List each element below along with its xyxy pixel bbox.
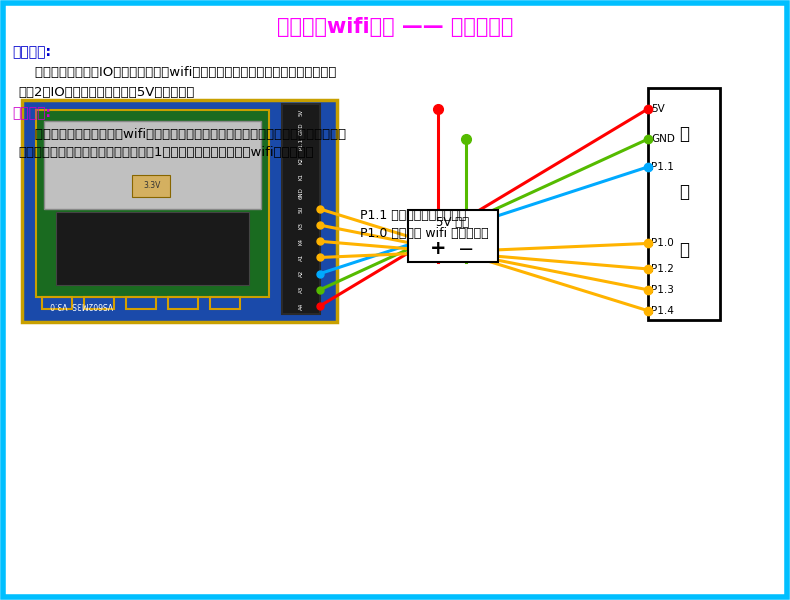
- Text: P1.0: P1.0: [651, 238, 674, 248]
- Text: 控制功能。相当于手机远程给了单片机1个信号，给单片机加上了wifi控制功能。: 控制功能。相当于手机远程给了单片机1个信号，给单片机加上了wifi控制功能。: [18, 146, 314, 160]
- Bar: [84, 297, 114, 309]
- Text: A3: A3: [299, 286, 303, 293]
- Bar: [22, 100, 337, 322]
- Text: 接线原理:: 接线原理:: [12, 45, 51, 59]
- Text: 5U: 5U: [299, 205, 303, 213]
- Text: GND: GND: [299, 122, 303, 134]
- Text: 单片机与wifi模块 —— 实物连接图: 单片机与wifi模块 —— 实物连接图: [276, 17, 514, 37]
- Bar: [132, 175, 170, 197]
- Text: A2: A2: [299, 270, 303, 277]
- Text: 机: 机: [679, 241, 689, 259]
- Bar: [36, 110, 269, 297]
- Text: 单: 单: [679, 125, 689, 143]
- Text: K3: K3: [299, 221, 303, 229]
- Bar: [126, 297, 156, 309]
- Text: 片: 片: [679, 184, 689, 202]
- Text: 组合作用:: 组合作用:: [12, 106, 51, 120]
- Bar: [42, 297, 72, 309]
- Text: A4: A4: [299, 302, 303, 310]
- Bar: [282, 104, 320, 314]
- Text: P1.2: P1.2: [651, 264, 674, 274]
- Text: 5V: 5V: [299, 109, 303, 116]
- Text: +: +: [430, 239, 446, 259]
- Text: 3.3V: 3.3V: [143, 181, 160, 191]
- Text: A1: A1: [299, 254, 303, 261]
- Text: 5V 电源: 5V 电源: [436, 217, 469, 229]
- Text: 任愇2个IO口链接，然后都接上5V电源即可。: 任愇2个IO口链接，然后都接上5V电源即可。: [18, 85, 194, 98]
- Text: P1.3: P1.3: [651, 285, 674, 295]
- Text: P1.1: P1.1: [651, 162, 674, 172]
- Bar: [44, 121, 261, 209]
- Text: K1: K1: [299, 173, 303, 180]
- Bar: [168, 297, 198, 309]
- Text: 此组合单片机可通过获取wifi模块的输出口高低电平情况，从而给单片机设备实现远程: 此组合单片机可通过获取wifi模块的输出口高低电平情况，从而给单片机设备实现远程: [18, 127, 346, 140]
- Text: P1.0 口为获取 wifi 的高低电平: P1.0 口为获取 wifi 的高低电平: [360, 227, 489, 240]
- Text: P1.1: P1.1: [299, 139, 303, 151]
- Text: K4: K4: [299, 238, 303, 245]
- Text: −: −: [458, 239, 474, 259]
- Text: 5V: 5V: [651, 104, 664, 114]
- Text: VS602M3S  V3.0: VS602M3S V3.0: [51, 299, 114, 308]
- Bar: [648, 88, 720, 320]
- Bar: [210, 297, 240, 309]
- Bar: [408, 210, 498, 262]
- Text: 此组合采用单片机IO口连接方式，即wifi模块的输出口和配对键口分别与单片机的: 此组合采用单片机IO口连接方式，即wifi模块的输出口和配对键口分别与单片机的: [18, 65, 337, 79]
- Text: P1.1 口为控制进入配对状态: P1.1 口为控制进入配对状态: [360, 209, 466, 222]
- Text: K2: K2: [299, 157, 303, 164]
- Bar: [56, 212, 249, 285]
- Text: 6ND: 6ND: [299, 187, 303, 199]
- Text: GND: GND: [651, 134, 675, 144]
- Text: P1.4: P1.4: [651, 306, 674, 316]
